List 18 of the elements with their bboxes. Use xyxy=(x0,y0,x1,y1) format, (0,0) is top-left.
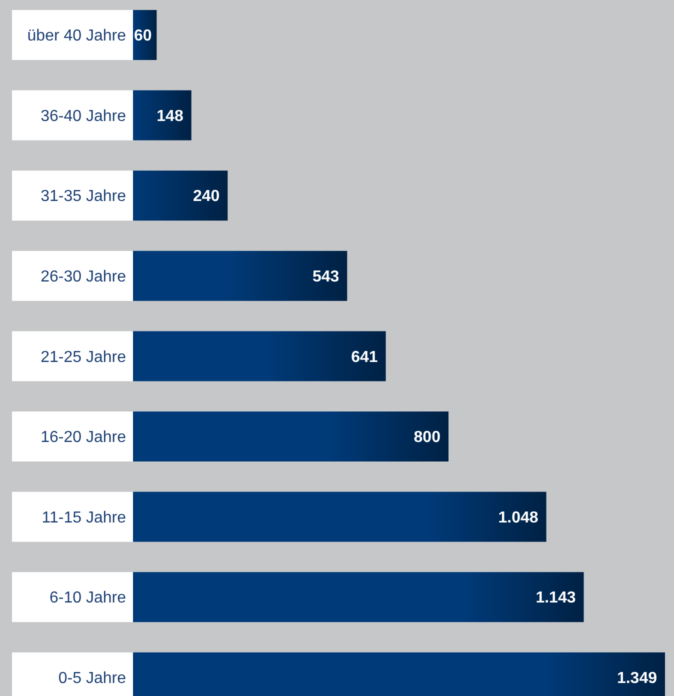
data-label: 1.349 xyxy=(616,670,658,687)
data-label: 60 xyxy=(134,28,152,45)
y-tick-label: 6-10 Jahre xyxy=(50,590,126,607)
y-tick-label: 31-35 Jahre xyxy=(40,188,126,206)
y-tick-label: 16-20 Jahre xyxy=(40,429,126,446)
y-tick-label: 26-30 Jahre xyxy=(40,268,126,286)
y-tick-label: 21-25 Jahre xyxy=(40,348,126,366)
y-tick-label: 0-5 Jahre xyxy=(58,670,126,687)
y-tick-label: 36-40 Jahre xyxy=(40,108,126,125)
data-label: 148 xyxy=(156,108,184,125)
data-label: 1.048 xyxy=(498,509,538,526)
data-label: 240 xyxy=(192,188,220,206)
data-label: 800 xyxy=(414,429,441,446)
y-tick-label: 11-15 Jahre xyxy=(42,509,126,526)
data-label: 641 xyxy=(351,348,378,366)
y-tick-label: über 40 Jahre xyxy=(27,28,126,45)
data-label: 1.143 xyxy=(536,590,576,607)
data-label: 543 xyxy=(312,268,340,286)
